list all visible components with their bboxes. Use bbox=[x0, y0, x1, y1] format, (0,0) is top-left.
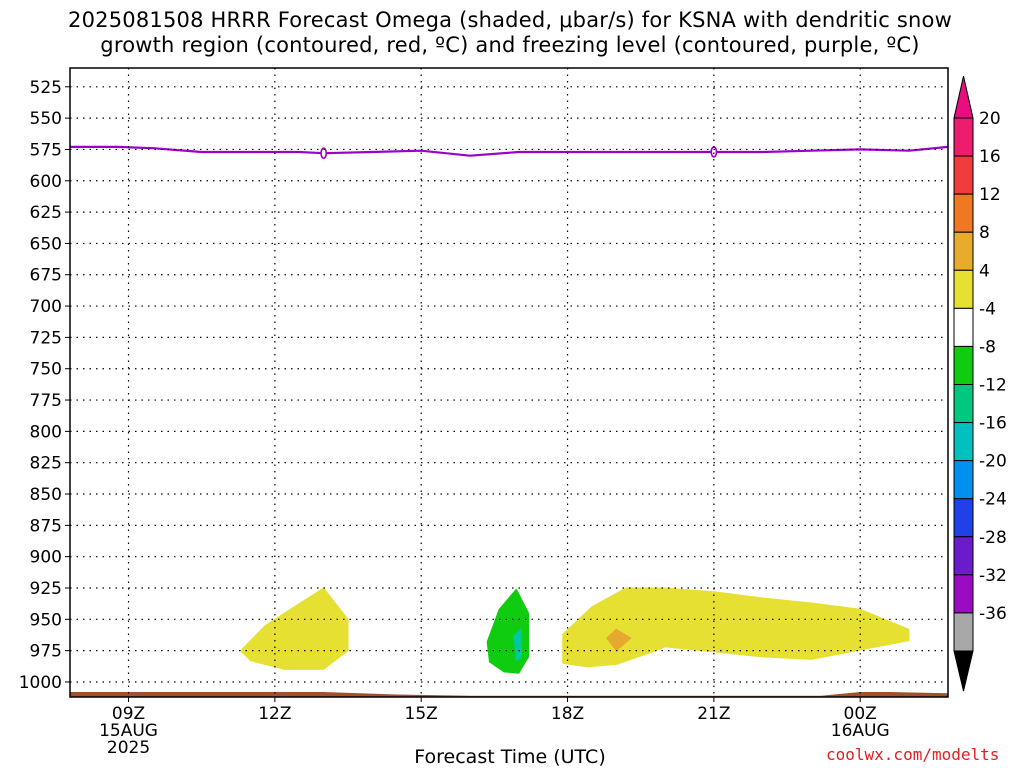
omega-region-2 bbox=[606, 628, 632, 652]
freezing-level-line bbox=[70, 145, 949, 157]
colorbar-segment bbox=[953, 231, 974, 271]
title-line-2: growth region (contoured, red, ºC) and f… bbox=[100, 33, 920, 57]
colorbar-segment bbox=[953, 422, 974, 462]
colorbar-label: -16 bbox=[979, 414, 1007, 434]
colorbar-label: -20 bbox=[979, 452, 1007, 472]
y-tick-label: 725 bbox=[30, 328, 62, 348]
colorbar-segment bbox=[953, 612, 974, 652]
x-tick-label: 2025 bbox=[107, 738, 150, 758]
y-tick-label: 850 bbox=[30, 485, 62, 505]
y-tick-label: 1000 bbox=[19, 673, 62, 693]
y-tick-label: 925 bbox=[30, 579, 62, 599]
colorbar-label: -8 bbox=[979, 337, 996, 357]
colorbar-segment bbox=[953, 117, 974, 157]
x-tick-label: 09Z bbox=[112, 704, 145, 724]
colorbar-segment bbox=[953, 536, 974, 576]
y-tick-label: 675 bbox=[30, 266, 62, 286]
colorbar-label: -12 bbox=[979, 376, 1007, 396]
y-tick-label: 550 bbox=[30, 109, 62, 129]
colorbar-segment bbox=[953, 155, 974, 195]
colorbar-segment bbox=[953, 460, 974, 500]
y-tick-label: 825 bbox=[30, 454, 62, 474]
colorbar-segment bbox=[953, 574, 974, 614]
colorbar-segment bbox=[953, 498, 974, 538]
credit-text[interactable]: coolwx.com/modelts bbox=[826, 745, 1000, 764]
colorbar-label: -4 bbox=[979, 299, 996, 319]
x-tick-label: 00Z bbox=[844, 704, 877, 724]
y-tick-label: 750 bbox=[30, 360, 62, 380]
y-tick-label: 975 bbox=[30, 642, 62, 662]
colorbar-label: -36 bbox=[979, 604, 1007, 624]
omega-region-0 bbox=[240, 587, 349, 670]
omega-region-1 bbox=[562, 587, 910, 668]
y-tick-label: 600 bbox=[30, 172, 62, 192]
y-tick-label: 900 bbox=[30, 548, 62, 568]
x-tick-label: 15Z bbox=[405, 704, 438, 724]
y-tick-label: 625 bbox=[30, 203, 62, 223]
colorbar-label: 12 bbox=[979, 185, 1001, 205]
colorbar-label: 4 bbox=[979, 261, 990, 281]
y-tick-label: 800 bbox=[30, 422, 62, 442]
omega-region-3 bbox=[486, 588, 529, 674]
colorbar-bottom-arrow bbox=[953, 650, 974, 692]
x-tick-label: 18Z bbox=[551, 704, 584, 724]
colorbar-segment bbox=[953, 384, 974, 424]
colorbar-segment bbox=[953, 193, 974, 233]
x-tick-label: 16AUG bbox=[831, 721, 890, 741]
colorbar-top-arrow bbox=[953, 75, 974, 119]
x-axis-label: Forecast Time (UTC) bbox=[414, 746, 606, 768]
y-tick-label: 575 bbox=[30, 140, 62, 160]
x-tick-label: 15AUG bbox=[99, 721, 158, 741]
colorbar-label: 8 bbox=[979, 223, 990, 243]
colorbar-segment bbox=[953, 345, 974, 385]
y-tick-label: 775 bbox=[30, 391, 62, 411]
terrain-strip bbox=[70, 692, 948, 697]
title-line-1: 2025081508 HRRR Forecast Omega (shaded, … bbox=[68, 8, 952, 32]
freezing-level-marker bbox=[710, 146, 718, 158]
colorbar-segment bbox=[953, 269, 974, 309]
omega-region-4 bbox=[513, 628, 522, 662]
colorbar-segment bbox=[953, 307, 974, 347]
y-tick-label: 650 bbox=[30, 234, 62, 254]
colorbar-label: -24 bbox=[979, 490, 1007, 510]
colorbar-label: -28 bbox=[979, 528, 1007, 548]
y-tick-label: 525 bbox=[30, 78, 62, 98]
y-tick-label: 875 bbox=[30, 516, 62, 536]
x-tick-label: 21Z bbox=[697, 704, 730, 724]
plot-frame bbox=[69, 67, 949, 698]
y-tick-label: 700 bbox=[30, 297, 62, 317]
y-tick-label: 950 bbox=[30, 610, 62, 630]
x-tick-label: 12Z bbox=[258, 704, 291, 724]
colorbar-label: 16 bbox=[979, 147, 1001, 167]
colorbar-label: -32 bbox=[979, 566, 1007, 586]
freezing-level-marker bbox=[320, 147, 328, 160]
colorbar-label: 20 bbox=[979, 109, 1001, 129]
